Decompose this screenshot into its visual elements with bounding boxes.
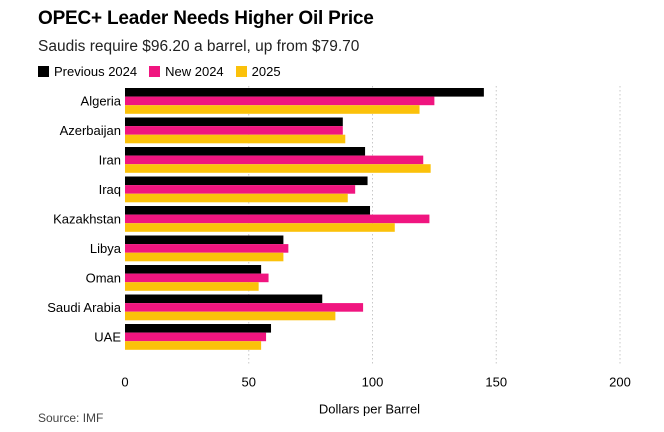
bar-oman-new-2024 <box>125 273 269 283</box>
category-label-uae: UAE <box>94 329 121 344</box>
bar-uae-2025 <box>125 341 262 350</box>
bar-azerbaijan-previous-2024 <box>125 117 343 127</box>
bar-iran-previous-2024 <box>125 147 366 156</box>
x-tick-label-50: 50 <box>242 375 256 390</box>
x-tick-label-0: 0 <box>121 375 128 390</box>
bar-uae-new-2024 <box>125 332 267 342</box>
legend-label-2025: 2025 <box>251 64 281 79</box>
legend-label-new-2024: New 2024 <box>165 64 224 79</box>
category-label-saudi-arabia: Saudi Arabia <box>47 300 121 315</box>
legend-item-2025: 2025 <box>235 64 281 79</box>
legend: Previous 2024 New 2024 2025 <box>38 64 281 79</box>
bar-algeria-2025 <box>125 105 420 114</box>
bar-algeria-new-2024 <box>125 96 435 106</box>
bar-libya-previous-2024 <box>125 235 284 245</box>
bar-kazakhstan-new-2024 <box>125 214 430 224</box>
bar-libya-new-2024 <box>125 244 289 253</box>
bar-iraq-new-2024 <box>125 185 356 194</box>
bar-libya-2025 <box>125 252 284 262</box>
category-label-iran: Iran <box>99 152 121 167</box>
legend-swatch-2025 <box>235 66 247 77</box>
category-label-azerbaijan: Azerbaijan <box>60 123 121 138</box>
legend-item-new-2024: New 2024 <box>149 64 224 79</box>
bar-oman-previous-2024 <box>125 265 262 274</box>
bar-algeria-previous-2024 <box>125 88 484 97</box>
x-tick-label-100: 100 <box>362 375 384 390</box>
chart-subtitle: Saudis require $96.20 a barrel, up from … <box>38 38 360 55</box>
bar-oman-2025 <box>125 282 259 291</box>
bar-iran-new-2024 <box>125 155 424 165</box>
bar-iraq-2025 <box>125 193 348 203</box>
bar-uae-previous-2024 <box>125 324 272 333</box>
x-tick-label-150: 150 <box>485 375 507 390</box>
legend-item-previous-2024: Previous 2024 <box>38 64 137 79</box>
legend-label-previous-2024: Previous 2024 <box>54 64 138 79</box>
source-note: Source: IMF <box>38 411 104 425</box>
bar-azerbaijan-2025 <box>125 134 346 144</box>
legend-swatch-previous-2024 <box>38 66 49 77</box>
category-label-kazakhstan: Kazakhstan <box>53 211 121 226</box>
category-label-oman: Oman <box>86 270 121 285</box>
category-label-iraq: Iraq <box>99 182 121 197</box>
bar-saudi-arabia-new-2024 <box>125 303 364 312</box>
bar-azerbaijan-new-2024 <box>125 126 343 135</box>
chart-title: OPEC+ Leader Needs Higher Oil Price <box>38 8 374 29</box>
bar-iran-2025 <box>125 164 431 173</box>
x-axis-label: Dollars per Barrel <box>319 402 420 417</box>
legend-swatch-new-2024 <box>149 66 161 77</box>
bar-iraq-previous-2024 <box>125 176 368 186</box>
bar-kazakhstan-2025 <box>125 223 395 232</box>
bar-saudi-arabia-previous-2024 <box>125 294 323 304</box>
x-tick-label-200: 200 <box>609 375 631 390</box>
bar-kazakhstan-previous-2024 <box>125 206 371 215</box>
bar-saudi-arabia-2025 <box>125 311 336 321</box>
category-label-algeria: Algeria <box>81 93 122 108</box>
category-label-libya: Libya <box>90 241 122 256</box>
